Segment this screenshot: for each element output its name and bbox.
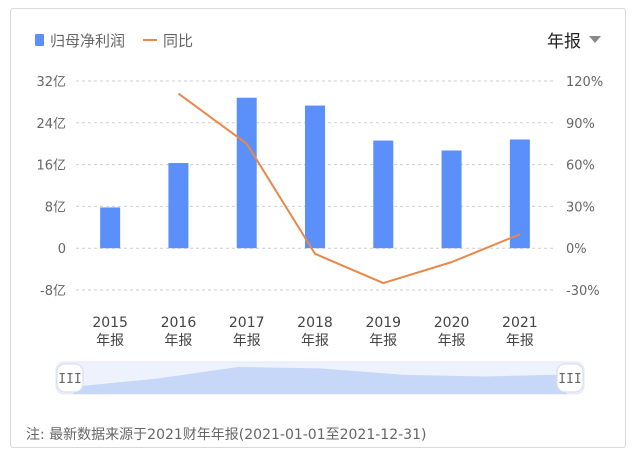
period-selector[interactable]: 年报 — [547, 26, 601, 52]
y-left-tick-label: 16亿 — [36, 159, 66, 174]
x-tick-label: 年报 — [233, 333, 261, 349]
legend-item-net-profit[interactable]: 归母净利润 — [35, 30, 125, 51]
range-slider-right-handle[interactable] — [556, 363, 584, 393]
x-tick-label: 2016 — [161, 315, 197, 331]
left-handle-grip-icon: III — [58, 372, 81, 387]
bar[interactable] — [305, 105, 325, 249]
caret-down-icon — [589, 35, 601, 43]
x-tick-label: 年报 — [164, 333, 192, 349]
legend-label-yoy: 同比 — [163, 31, 194, 50]
legend: 归母净利润 同比 — [35, 29, 211, 51]
x-tick-label: 年报 — [301, 333, 329, 349]
y-left-tick-label: 24亿 — [36, 117, 66, 132]
x-tick-label: 年报 — [96, 333, 124, 349]
line-swatch-icon — [143, 39, 158, 41]
y-left-tick-label: -8亿 — [40, 284, 66, 299]
right-handle-grip-icon: III — [558, 372, 581, 387]
bar[interactable] — [373, 140, 394, 249]
bar-swatch-icon — [35, 34, 44, 46]
data-source-note: 注: 最新数据来源于2021财年年报(2021-01-01至2021-12-31… — [26, 427, 427, 443]
bar[interactable] — [168, 163, 189, 249]
yoy-line[interactable] — [177, 92, 521, 285]
legend-item-yoy[interactable]: 同比 — [143, 30, 193, 51]
y-left-tick-label: 0 — [58, 242, 66, 257]
range-slider-preview-area — [74, 367, 566, 394]
y-right-tick-label: 90% — [566, 117, 595, 132]
bar[interactable] — [441, 150, 462, 249]
y-left-tick-label: 32亿 — [36, 75, 66, 90]
bar[interactable] — [509, 139, 530, 249]
bar[interactable] — [100, 207, 121, 249]
y-right-tick-label: 120% — [566, 75, 603, 90]
x-tick-label: 2021 — [502, 315, 538, 331]
y-right-tick-label: -30% — [566, 284, 600, 299]
bar[interactable] — [236, 97, 257, 249]
x-tick-label: 2017 — [229, 315, 265, 331]
x-tick-label: 2020 — [434, 315, 470, 331]
x-tick-label: 2015 — [92, 315, 128, 331]
x-tick-label: 年报 — [438, 333, 466, 349]
x-tick-label: 年报 — [506, 333, 534, 349]
y-right-tick-label: 60% — [566, 159, 595, 174]
x-tick-label: 年报 — [369, 333, 397, 349]
x-tick-label: 2018 — [297, 315, 333, 331]
range-slider-left-handle[interactable] — [56, 363, 84, 393]
y-right-tick-label: 30% — [566, 200, 595, 215]
y-left-tick-label: 8亿 — [45, 200, 66, 215]
legend-label-net-profit: 归母净利润 — [50, 31, 126, 50]
y-right-tick-label: 0% — [566, 242, 587, 257]
x-tick-label: 2019 — [365, 315, 401, 331]
period-selector-label: 年报 — [547, 31, 581, 52]
